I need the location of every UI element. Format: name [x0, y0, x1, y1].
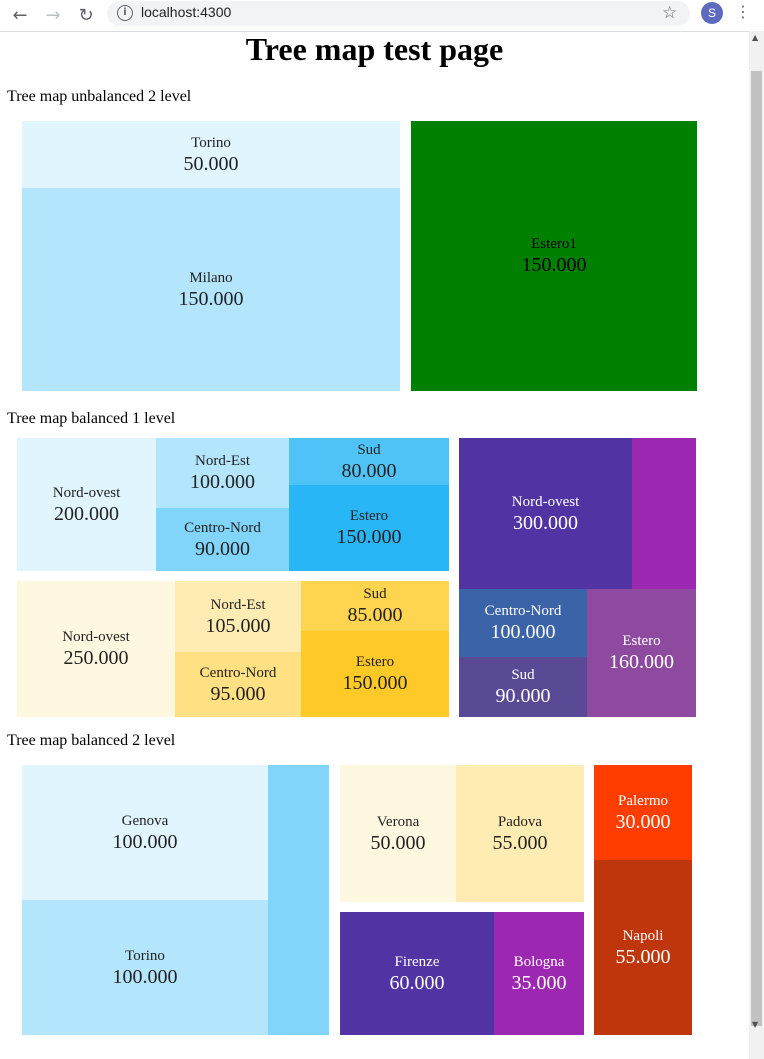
cell-label: Nord-ovest — [62, 629, 130, 645]
treemap-cell-blue-estero[interactable]: Estero 150.000 — [289, 485, 449, 571]
info-icon[interactable]: i — [117, 5, 133, 21]
cell-label: Firenze — [394, 953, 440, 970]
cell-value: 95.000 — [210, 682, 266, 705]
cell-label: Padova — [497, 813, 543, 830]
treemap-cell-purple-estero[interactable]: Estero 160.000 — [587, 589, 696, 717]
treemap-cell-blue-unlabeled[interactable] — [268, 765, 329, 1035]
address-url[interactable]: localhost:4300 — [141, 4, 232, 20]
cell-label: Bologna — [513, 953, 565, 970]
cell-value: 55.000 — [615, 945, 671, 968]
cell-label: Nord-Est — [195, 453, 250, 469]
treemap-cell-torino[interactable]: Torino 50.000 — [22, 121, 400, 188]
treemap-cell-purple-sud[interactable]: Sud 90.000 — [459, 657, 587, 717]
treemap-cell-verona[interactable]: Verona 50.000 — [340, 765, 456, 902]
browser-toolbar: ← → ↻ i localhost:4300 ☆ S ⋮ — [0, 0, 764, 32]
cell-value: 55.000 — [492, 831, 548, 854]
cell-label: Nord-Est — [210, 596, 266, 613]
bookmark-star-icon[interactable]: ☆ — [662, 3, 678, 23]
cell-label: Genova — [121, 812, 169, 829]
cell-label: Estero1 — [531, 236, 577, 252]
cell-label: Sud — [511, 667, 535, 683]
cell-label: Napoli — [622, 927, 664, 944]
treemap-cell-genova[interactable]: Genova 100.000 — [22, 765, 268, 900]
cell-label: Milano — [189, 269, 233, 286]
treemap-cell-napoli[interactable]: Napoli 55.000 — [594, 860, 692, 1035]
cell-value: 100.000 — [190, 471, 255, 493]
cell-label: Torino — [191, 134, 231, 151]
cell-value: 50.000 — [183, 152, 239, 175]
cell-value: 30.000 — [615, 810, 671, 833]
cell-value: 250.000 — [63, 647, 129, 669]
treemap-cell-milano[interactable]: Milano 150.000 — [22, 188, 400, 391]
cell-label: Nord-ovest — [52, 484, 121, 501]
cell-label: Palermo — [618, 792, 668, 809]
cell-value: 60.000 — [389, 971, 445, 994]
more-menu-icon[interactable]: ⋮ — [735, 2, 751, 21]
treemap-cell-purple-nord-ovest[interactable]: Nord-ovest 300.000 — [459, 438, 632, 589]
back-arrow-icon[interactable]: ← — [12, 4, 28, 26]
scroll-up-arrow-icon[interactable]: ▲ — [752, 33, 759, 42]
reload-icon[interactable]: ↻ — [78, 4, 94, 26]
treemap-cell-padova[interactable]: Padova 55.000 — [456, 765, 584, 902]
cell-value: 150.000 — [178, 287, 244, 310]
section-title-balanced-2-level: Tree map balanced 2 level — [7, 732, 176, 749]
cell-label: Estero — [622, 633, 661, 649]
treemap-cell-bologna[interactable]: Bologna 35.000 — [494, 912, 584, 1035]
cell-value: 85.000 — [347, 604, 403, 626]
profile-avatar[interactable]: S — [701, 2, 723, 24]
cell-value: 90.000 — [195, 537, 250, 560]
treemap-cell-estero1[interactable]: Estero1 150.000 — [411, 121, 697, 391]
cell-value: 160.000 — [609, 651, 674, 673]
cell-label: Verona — [376, 813, 420, 830]
treemap-cell-purple-unlabeled[interactable] — [632, 438, 696, 589]
cell-label: Estero — [349, 508, 389, 524]
treemap-cell-torino[interactable]: Torino 100.000 — [22, 900, 268, 1035]
cell-label: Centro-Nord — [184, 519, 261, 536]
cell-value: 200.000 — [54, 502, 119, 525]
cell-value: 80.000 — [341, 459, 397, 482]
cell-label: Nord-ovest — [511, 493, 580, 510]
cell-label: Sud — [357, 441, 381, 458]
treemap-cell-purple-centro-nord[interactable]: Centro-Nord 100.000 — [459, 589, 587, 657]
cell-label: Torino — [125, 947, 165, 964]
treemap-cell-palermo[interactable]: Palermo 30.000 — [594, 765, 692, 860]
section-title-unbalanced-2-level: Tree map unbalanced 2 level — [7, 88, 192, 105]
cell-value: 150.000 — [521, 254, 587, 276]
cell-value: 90.000 — [495, 685, 551, 707]
page-scrollbar[interactable]: ▲ ▼ — [749, 31, 764, 1059]
cell-label: Centro-Nord — [199, 664, 277, 681]
cell-value: 35.000 — [511, 971, 567, 994]
treemap-cell-yellow-centro-nord[interactable]: Centro-Nord 95.000 — [175, 652, 301, 717]
treemap-cell-yellow-estero[interactable]: Estero 150.000 — [301, 631, 449, 717]
cell-value: 50.000 — [370, 831, 426, 854]
treemap-cell-blue-sud[interactable]: Sud 80.000 — [289, 438, 449, 485]
cell-value: 150.000 — [342, 672, 408, 694]
cell-label: Estero — [355, 654, 395, 670]
forward-arrow-icon[interactable]: → — [45, 4, 61, 26]
cell-value: 300.000 — [513, 511, 578, 534]
treemap-cell-blue-nord-ovest[interactable]: Nord-ovest 200.000 — [17, 438, 156, 571]
cell-value: 150.000 — [336, 526, 402, 548]
cell-value: 100.000 — [112, 965, 178, 988]
treemap-cell-blue-centro-nord[interactable]: Centro-Nord 90.000 — [156, 508, 289, 571]
page-title: Tree map test page — [245, 31, 504, 67]
cell-value: 105.000 — [205, 614, 271, 637]
scrollbar-thumb[interactable] — [751, 71, 762, 1026]
treemap-cell-blue-nord-est[interactable]: Nord-Est 100.000 — [156, 438, 289, 508]
cell-label: Sud — [363, 586, 387, 602]
treemap-cell-yellow-sud[interactable]: Sud 85.000 — [301, 581, 449, 631]
treemap-cell-yellow-nord-est[interactable]: Nord-Est 105.000 — [175, 581, 301, 652]
scroll-down-arrow-icon[interactable]: ▼ — [752, 1020, 759, 1029]
treemap-cell-firenze[interactable]: Firenze 60.000 — [340, 912, 494, 1035]
section-title-balanced-1-level: Tree map balanced 1 level — [7, 410, 176, 427]
address-bar[interactable]: i localhost:4300 — [107, 1, 690, 26]
cell-value: 100.000 — [112, 830, 178, 853]
cell-value: 100.000 — [490, 621, 556, 643]
treemap-cell-yellow-nord-ovest[interactable]: Nord-ovest 250.000 — [17, 581, 175, 717]
cell-label: Centro-Nord — [484, 603, 562, 619]
